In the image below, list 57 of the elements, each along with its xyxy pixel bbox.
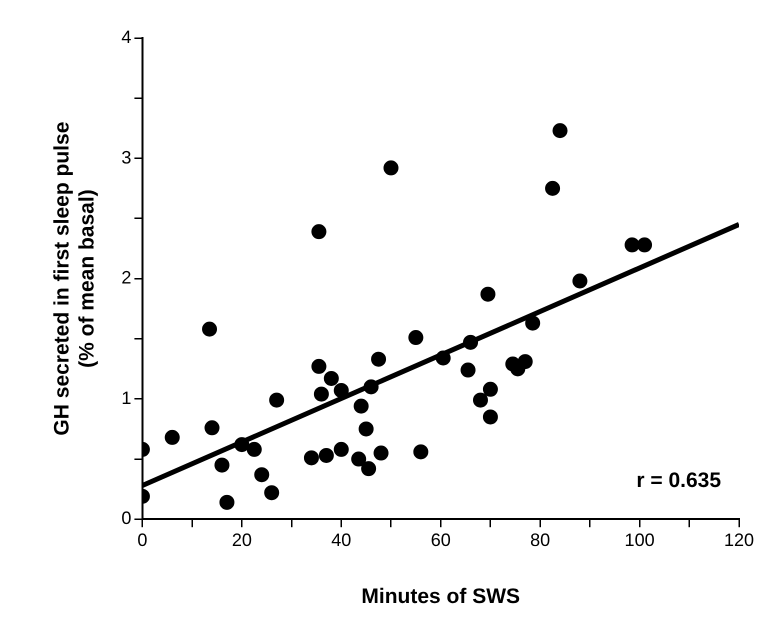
point (482, 409, 498, 424)
point (264, 485, 280, 500)
point (334, 382, 349, 398)
point (572, 274, 588, 289)
point (552, 123, 568, 138)
x-axis-title: Minutes of SWS (361, 585, 520, 608)
point (254, 467, 270, 482)
point (311, 224, 326, 240)
point (202, 322, 218, 337)
point (351, 452, 366, 467)
point (624, 237, 640, 252)
y-tick-label: 0 (121, 508, 132, 528)
x-tick-label: 60 (430, 530, 451, 550)
y-tick-label: 1 (121, 388, 132, 408)
point (246, 442, 262, 457)
x-tick-label: 120 (724, 530, 754, 550)
point (413, 444, 428, 460)
point (518, 354, 533, 370)
point (324, 370, 339, 386)
point (204, 420, 220, 436)
y-tick-label: 3 (121, 147, 132, 168)
point (463, 334, 478, 350)
point (525, 316, 540, 331)
point (460, 362, 476, 378)
point (374, 446, 389, 461)
point (234, 437, 250, 452)
point (383, 160, 398, 176)
annotation: r = 0.635 (636, 469, 722, 492)
point (164, 430, 180, 445)
point (358, 421, 374, 436)
point (304, 450, 319, 466)
point (545, 180, 560, 196)
point (364, 379, 379, 394)
y-tick-label: 2 (121, 268, 132, 288)
point (361, 461, 376, 476)
point (480, 286, 496, 302)
point (436, 350, 451, 366)
x-tick-label: 0 (137, 530, 148, 550)
y-axis-title: GH secreted in first sleep pulse (% of mean basal) (50, 122, 99, 436)
x-tick-label: 40 (331, 530, 352, 550)
point (334, 442, 349, 457)
point (482, 382, 498, 397)
x-tick-label: 100 (624, 530, 655, 550)
point (314, 386, 329, 402)
y-tick-label: 4 (121, 26, 132, 47)
point (318, 448, 334, 463)
point (408, 330, 424, 346)
point (371, 352, 386, 367)
point (269, 392, 284, 408)
point (472, 392, 488, 408)
x-tick-label: 20 (232, 530, 252, 550)
point (214, 458, 230, 473)
point (219, 494, 234, 510)
point (311, 358, 326, 374)
point (637, 237, 652, 252)
x-tick-label: 80 (530, 530, 550, 550)
point (354, 398, 369, 414)
